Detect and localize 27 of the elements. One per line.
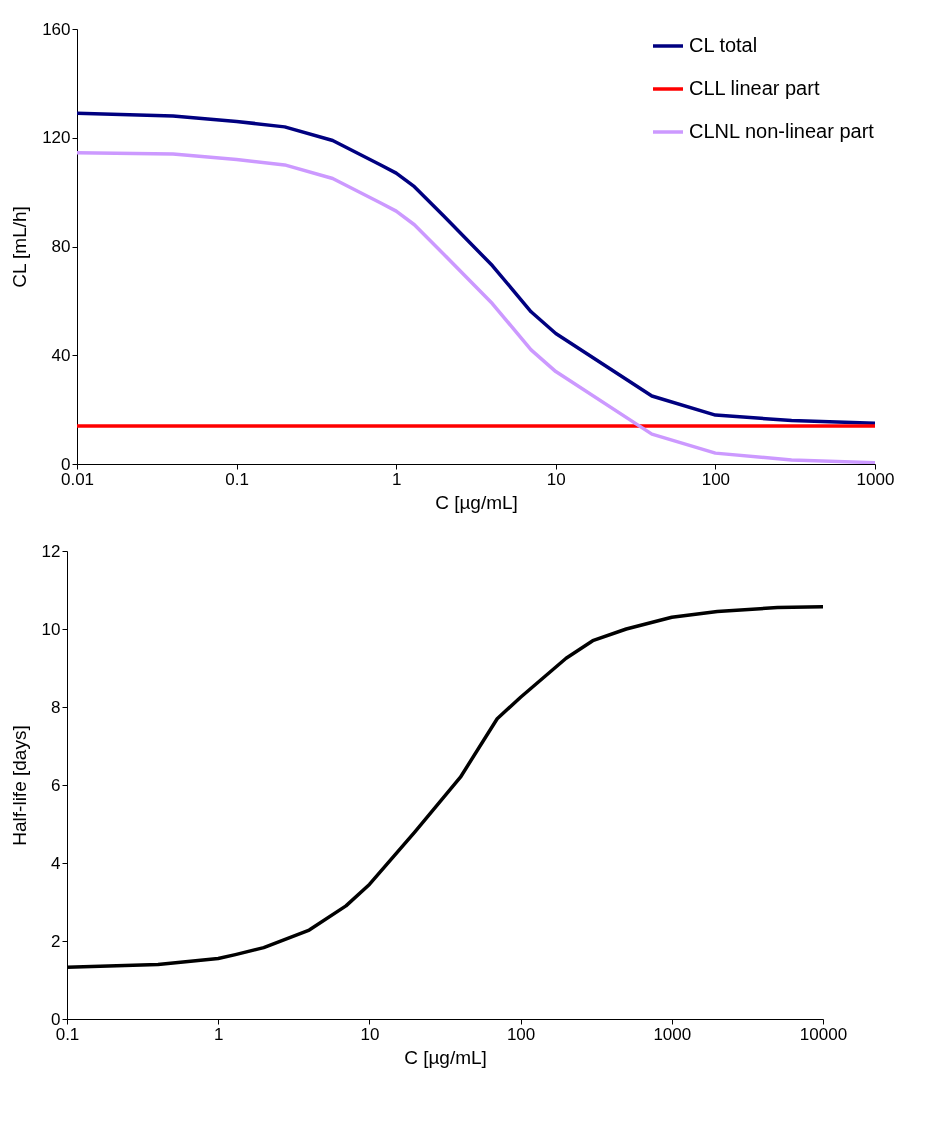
y-tick-label: 80 [51, 237, 71, 256]
legend-label: CLL linear part [689, 77, 820, 99]
y-axis-title: Half-life [days] [8, 725, 30, 846]
y-tick-label: 10 [41, 619, 61, 639]
legend-label: CLNL non-linear part [689, 120, 875, 142]
y-tick-label: 40 [51, 345, 71, 365]
x-tick-label: 1000 [653, 1024, 692, 1044]
x-tick-label: 1 [213, 1024, 224, 1044]
x-tick-label: 10 [546, 469, 566, 489]
x-tick-label: 0.1 [225, 469, 249, 489]
x-tick-label: 10 [360, 1024, 380, 1044]
y-tick-label: 12 [41, 541, 61, 561]
x-tick-label: 100 [701, 469, 731, 489]
x-axis-title: C [µg/mL] [435, 491, 518, 513]
x-axis-title: C [µg/mL] [404, 1046, 487, 1068]
y-axis-title: CL [mL/h] [9, 206, 31, 288]
y-tick-label: 160 [42, 19, 71, 39]
x-tick-label: 1 [391, 469, 402, 489]
legend-label: CL total [689, 34, 758, 56]
y-tick-label: 6 [51, 775, 61, 795]
y-tick-label: 8 [51, 697, 61, 717]
y-tick-label: 120 [42, 128, 71, 148]
y-tick-label: 2 [51, 931, 61, 951]
x-tick-label: 10000 [799, 1024, 848, 1044]
x-tick-label: 1000 [856, 469, 895, 489]
x-tick-label: 100 [506, 1024, 536, 1044]
y-tick-label: 4 [51, 853, 61, 873]
